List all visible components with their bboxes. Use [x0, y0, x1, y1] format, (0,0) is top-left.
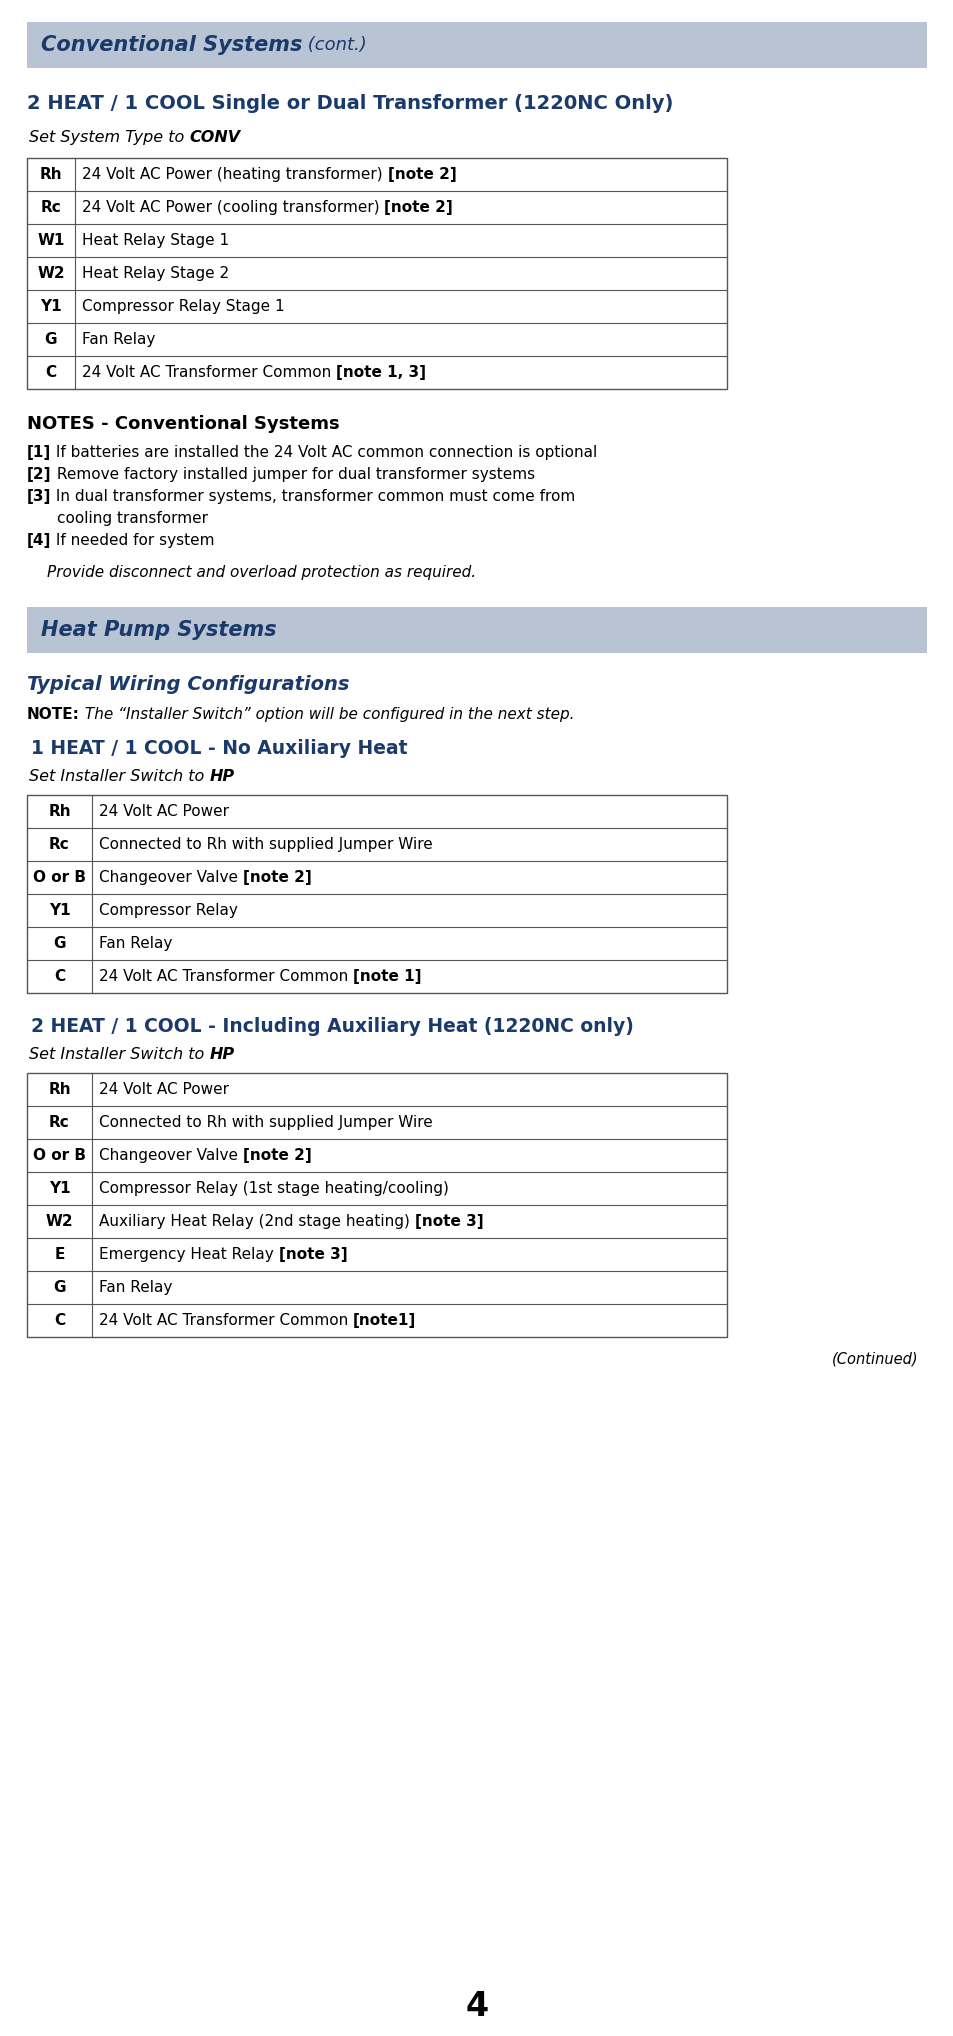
- Text: Changeover Valve: Changeover Valve: [99, 869, 243, 886]
- Text: Heat Pump Systems: Heat Pump Systems: [41, 621, 276, 639]
- Text: 2 HEAT / 1 COOL Single or Dual Transformer (1220NC Only): 2 HEAT / 1 COOL Single or Dual Transform…: [27, 94, 673, 114]
- Text: W1: W1: [37, 232, 65, 248]
- Text: Y1: Y1: [49, 1181, 71, 1195]
- Text: [3]: [3]: [27, 489, 51, 505]
- Text: E: E: [54, 1246, 65, 1262]
- Text: 2 HEAT / 1 COOL - Including Auxiliary Heat (1220NC only): 2 HEAT / 1 COOL - Including Auxiliary He…: [30, 1018, 633, 1036]
- Text: 24 Volt AC Transformer Common: 24 Volt AC Transformer Common: [99, 1313, 353, 1327]
- Text: HP: HP: [209, 1047, 234, 1063]
- Text: NOTES - Conventional Systems: NOTES - Conventional Systems: [27, 415, 339, 434]
- Text: Remove factory installed jumper for dual transformer systems: Remove factory installed jumper for dual…: [51, 466, 534, 483]
- Text: Changeover Valve: Changeover Valve: [99, 1148, 243, 1163]
- Text: [note 2]: [note 2]: [243, 1148, 312, 1163]
- Text: Fan Relay: Fan Relay: [99, 1281, 172, 1295]
- Text: Set Installer Switch to: Set Installer Switch to: [29, 1047, 209, 1063]
- Text: 24 Volt AC Power (heating transformer): 24 Volt AC Power (heating transformer): [82, 167, 387, 181]
- Bar: [27, 22, 926, 67]
- Text: Provide disconnect and overload protection as required.: Provide disconnect and overload protecti…: [47, 566, 476, 580]
- Text: [note 1, 3]: [note 1, 3]: [335, 364, 426, 381]
- Text: 4: 4: [465, 1989, 488, 2022]
- Text: [note 2]: [note 2]: [243, 869, 312, 886]
- Text: Connected to Rh with supplied Jumper Wire: Connected to Rh with supplied Jumper Wir…: [99, 837, 433, 851]
- Text: (Continued): (Continued): [832, 1352, 918, 1366]
- Text: [1]: [1]: [27, 446, 51, 460]
- Text: Set System Type to: Set System Type to: [29, 130, 190, 145]
- Text: If needed for system: If needed for system: [51, 533, 214, 548]
- Text: Rc: Rc: [49, 1116, 70, 1130]
- Text: W2: W2: [46, 1213, 73, 1230]
- Text: C: C: [54, 1313, 65, 1327]
- Text: [4]: [4]: [27, 533, 51, 548]
- Text: HP: HP: [209, 770, 234, 784]
- Text: G: G: [53, 937, 66, 951]
- Text: Compressor Relay: Compressor Relay: [99, 904, 237, 918]
- Text: The “Installer Switch” option will be configured in the next step.: The “Installer Switch” option will be co…: [80, 706, 574, 723]
- Text: C: C: [54, 969, 65, 983]
- Text: 24 Volt AC Power (cooling transformer): 24 Volt AC Power (cooling transformer): [82, 200, 384, 216]
- Text: 24 Volt AC Power: 24 Volt AC Power: [99, 804, 229, 818]
- Text: Rh: Rh: [49, 804, 71, 818]
- Text: In dual transformer systems, transformer common must come from: In dual transformer systems, transformer…: [51, 489, 575, 505]
- Bar: [27, 159, 726, 389]
- Text: Heat Relay Stage 1: Heat Relay Stage 1: [82, 232, 229, 248]
- Text: [note 2]: [note 2]: [387, 167, 456, 181]
- Text: Compressor Relay (1st stage heating/cooling): Compressor Relay (1st stage heating/cool…: [99, 1181, 449, 1195]
- Text: CONV: CONV: [190, 130, 240, 145]
- Text: Rh: Rh: [40, 167, 62, 181]
- Text: Fan Relay: Fan Relay: [99, 937, 172, 951]
- Text: G: G: [53, 1281, 66, 1295]
- Text: 24 Volt AC Transformer Common: 24 Volt AC Transformer Common: [99, 969, 353, 983]
- Bar: [27, 607, 926, 654]
- Text: [note 3]: [note 3]: [415, 1213, 483, 1230]
- Text: O or B: O or B: [33, 869, 86, 886]
- Text: [note 2]: [note 2]: [384, 200, 453, 216]
- Text: 1 HEAT / 1 COOL - No Auxiliary Heat: 1 HEAT / 1 COOL - No Auxiliary Heat: [30, 739, 407, 757]
- Text: [note 3]: [note 3]: [278, 1246, 347, 1262]
- Text: Fan Relay: Fan Relay: [82, 332, 155, 346]
- Text: If batteries are installed the 24 Volt AC common connection is optional: If batteries are installed the 24 Volt A…: [51, 446, 597, 460]
- Text: C: C: [46, 364, 56, 381]
- Text: Y1: Y1: [40, 299, 62, 314]
- Text: W2: W2: [37, 267, 65, 281]
- Text: Rc: Rc: [49, 837, 70, 851]
- Text: Rh: Rh: [49, 1081, 71, 1097]
- Text: Connected to Rh with supplied Jumper Wire: Connected to Rh with supplied Jumper Wir…: [99, 1116, 433, 1130]
- Text: Conventional Systems: Conventional Systems: [41, 35, 302, 55]
- Text: Auxiliary Heat Relay (2nd stage heating): Auxiliary Heat Relay (2nd stage heating): [99, 1213, 415, 1230]
- Text: O or B: O or B: [33, 1148, 86, 1163]
- Text: Rc: Rc: [41, 200, 61, 216]
- Text: [2]: [2]: [27, 466, 51, 483]
- Text: NOTE:: NOTE:: [27, 706, 80, 723]
- Text: (cont.): (cont.): [302, 37, 367, 55]
- Text: Heat Relay Stage 2: Heat Relay Stage 2: [82, 267, 229, 281]
- Text: 24 Volt AC Transformer Common: 24 Volt AC Transformer Common: [82, 364, 335, 381]
- Bar: [27, 1073, 726, 1338]
- Text: Y1: Y1: [49, 904, 71, 918]
- Text: Compressor Relay Stage 1: Compressor Relay Stage 1: [82, 299, 284, 314]
- Text: G: G: [45, 332, 57, 346]
- Text: Emergency Heat Relay: Emergency Heat Relay: [99, 1246, 278, 1262]
- Text: [note 1]: [note 1]: [353, 969, 421, 983]
- Bar: [27, 794, 726, 994]
- Text: Set Installer Switch to: Set Installer Switch to: [29, 770, 209, 784]
- Text: [note1]: [note1]: [353, 1313, 416, 1327]
- Text: Typical Wiring Configurations: Typical Wiring Configurations: [27, 676, 349, 694]
- Text: cooling transformer: cooling transformer: [57, 511, 208, 525]
- Text: 24 Volt AC Power: 24 Volt AC Power: [99, 1081, 229, 1097]
